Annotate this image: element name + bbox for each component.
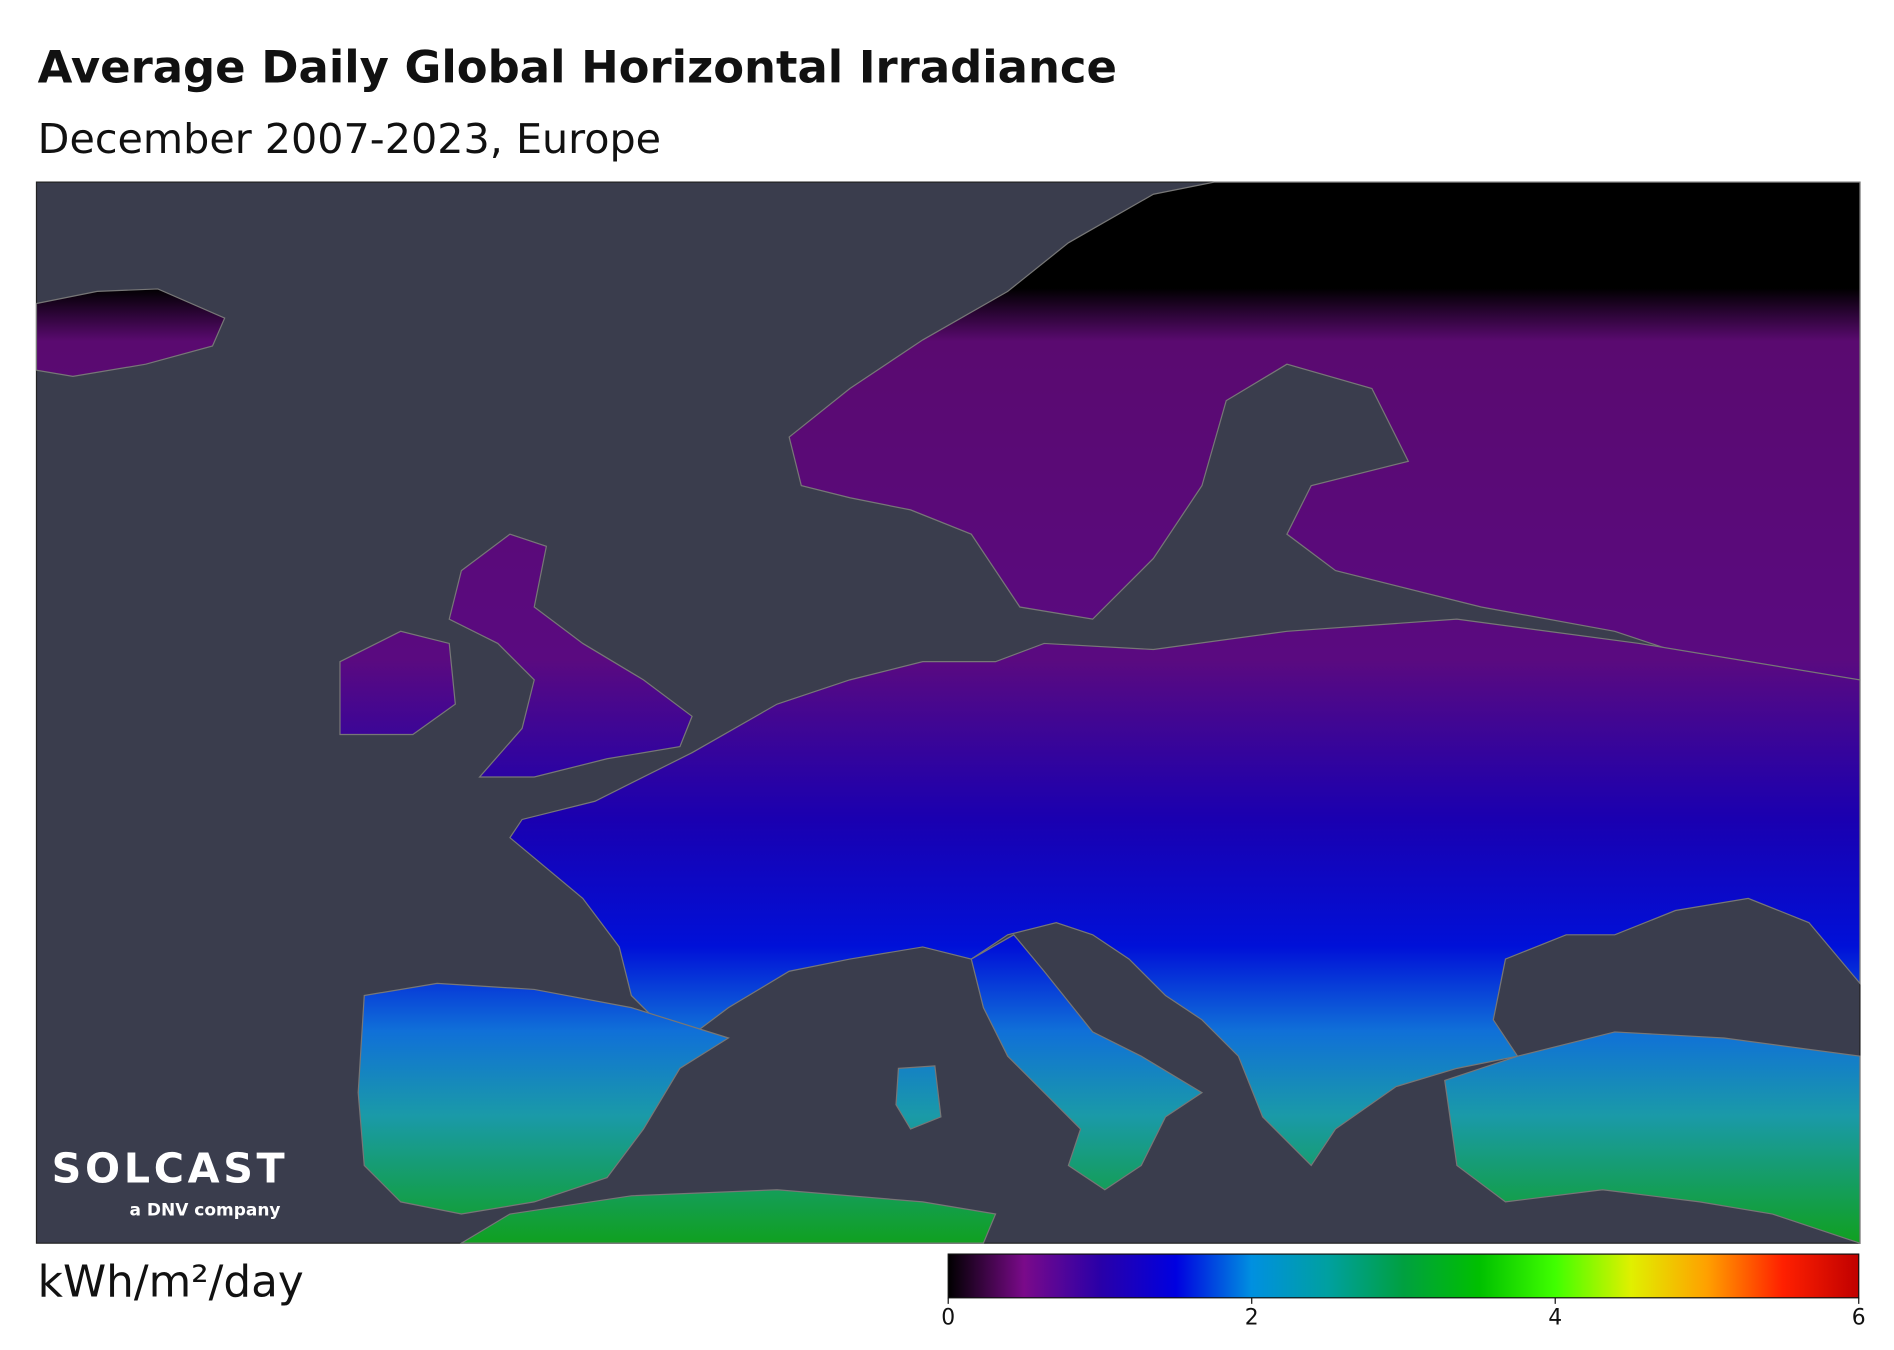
scandinavia-russia bbox=[788, 181, 1861, 681]
colorbar: 0 2 4 6 bbox=[941, 1253, 1866, 1330]
title: Average Daily Global Horizontal Irradian… bbox=[38, 40, 1117, 93]
iberia bbox=[357, 982, 730, 1215]
north-africa bbox=[459, 1189, 997, 1244]
logo-tagline: a DNV company bbox=[130, 1200, 281, 1220]
colorbar-tick-label: 4 bbox=[1548, 1305, 1562, 1330]
britain bbox=[448, 533, 693, 778]
sardinia bbox=[895, 1065, 942, 1130]
subtitle: December 2007-2023, Europe bbox=[38, 115, 661, 163]
colorbar-tick-label: 2 bbox=[1245, 1305, 1259, 1330]
ireland bbox=[339, 630, 456, 736]
italy bbox=[970, 934, 1204, 1191]
colorbar-label: kWh/m²/day bbox=[38, 1256, 304, 1307]
logo: SOLCAST bbox=[52, 1145, 289, 1193]
turkey bbox=[1444, 1031, 1861, 1245]
map: SOLCAST a DNV company bbox=[35, 181, 1861, 1245]
iceland bbox=[35, 288, 226, 377]
colorbar-tick-label: 0 bbox=[941, 1305, 955, 1330]
colorbar-tick-label: 6 bbox=[1852, 1305, 1866, 1330]
colorbar-bar bbox=[947, 1253, 1860, 1299]
